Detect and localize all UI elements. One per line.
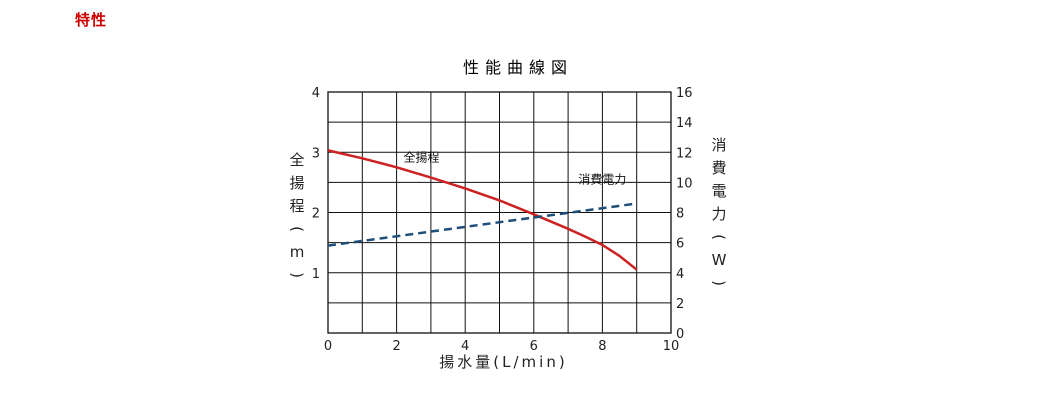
y-left-ticks: 1 2 3 4 — [312, 86, 320, 282]
y-right-label-char: W — [712, 251, 727, 269]
chart-title: 性能曲線図 — [463, 58, 573, 77]
y-right-label-char: 電 — [711, 182, 726, 200]
y-left-label-char: 程 — [289, 197, 304, 215]
y-right-tick-label: 10 — [676, 176, 693, 191]
y-right-tick-label: 12 — [676, 146, 693, 161]
y-right-label-char: ) — [710, 280, 728, 286]
x-tick-label: 6 — [530, 339, 538, 354]
axis-labels: 揚水量(L/min) 全揚程 ( m) 消費電力 ( W) — [288, 136, 728, 371]
power-series-label: 消費電力 — [578, 171, 626, 186]
y-left-label-char: m — [290, 243, 305, 261]
y-right-ticks: 0 2 4 6 8 10 12 14 16 — [676, 86, 693, 342]
grid — [328, 92, 671, 333]
head-line — [327, 149, 638, 271]
y-right-tick-label: 6 — [676, 237, 684, 252]
y-left-label-char: ( — [288, 226, 306, 232]
section-title: 特性 — [75, 11, 108, 29]
plot-frame — [327, 91, 672, 334]
y-right-tick-label: 16 — [676, 86, 693, 101]
y-left-label-char: 全 — [289, 151, 304, 169]
y-right-label-char: 費 — [711, 159, 726, 177]
y-left-label-char: 揚 — [289, 174, 304, 192]
x-tick-label: 4 — [461, 339, 469, 354]
y-right-tick-label: 4 — [676, 267, 684, 282]
y-right-tick-label: 14 — [676, 116, 693, 131]
y-left-label-char: ) — [288, 272, 306, 278]
x-tick-label: 8 — [598, 339, 606, 354]
head-series-label: 全揚程 — [403, 149, 439, 164]
y-right-label-char: 力 — [711, 205, 726, 223]
x-tick-label: 2 — [392, 339, 400, 354]
y-left-tick-label: 3 — [312, 146, 320, 161]
x-tick-label: 10 — [663, 339, 680, 354]
y-right-tick-label: 8 — [676, 207, 684, 222]
y-right-label-char: 消 — [711, 136, 726, 154]
y-left-tick-label: 1 — [312, 267, 320, 282]
x-axis-label: 揚水量(L/min) — [439, 353, 567, 371]
y-right-tick-label: 0 — [676, 327, 684, 342]
x-tick-label: 0 — [324, 339, 332, 354]
x-ticks: 0 2 4 6 8 10 — [324, 339, 679, 354]
y-left-tick-label: 4 — [312, 86, 320, 101]
y-right-tick-label: 2 — [676, 297, 684, 312]
y-right-label-char: ( — [710, 234, 728, 240]
y-left-tick-label: 2 — [312, 207, 320, 222]
